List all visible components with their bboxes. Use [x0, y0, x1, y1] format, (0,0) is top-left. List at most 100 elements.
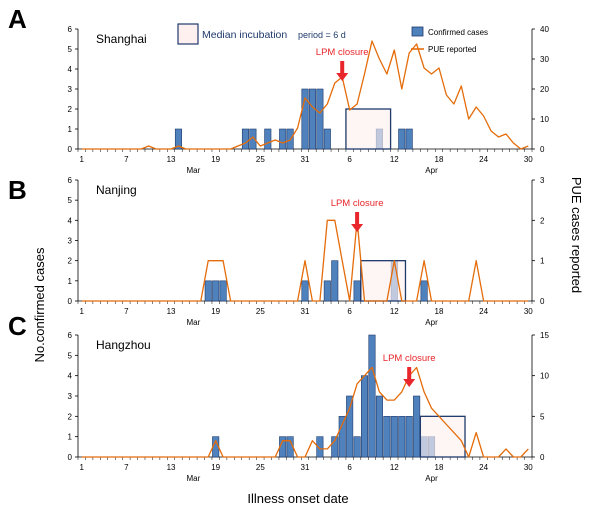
x-axis-label: Illness onset date: [247, 491, 348, 506]
y-left-tick-label: 0: [68, 145, 73, 154]
panel-letter-b: B: [8, 175, 27, 205]
x-tick-label: 1: [79, 463, 84, 472]
incubation-box: [345, 108, 392, 150]
y-right-tick-label: 5: [540, 412, 545, 421]
x-tick-label: 7: [124, 463, 129, 472]
y-left-tick-label: 1: [68, 125, 73, 134]
month-label: Apr: [425, 474, 438, 483]
y-right-tick-label: 0: [540, 453, 545, 462]
y-left-axis-label: No.confirmed cases: [32, 247, 47, 362]
bar-confirmed-cases: [331, 260, 339, 302]
line-pue-reported: [81, 366, 529, 458]
y-right-tick-label: 40: [540, 25, 549, 34]
x-tick-label: 12: [390, 463, 399, 472]
bar-confirmed-cases: [323, 280, 331, 302]
bar-confirmed-cases: [338, 416, 346, 458]
bar-confirmed-cases: [204, 280, 212, 302]
legend-bar-swatch: [411, 26, 424, 37]
x-tick-label: 6: [347, 307, 352, 316]
x-tick-label: 6: [347, 463, 352, 472]
x-tick-label: 19: [211, 155, 220, 164]
x-tick-label: 24: [479, 155, 488, 164]
x-tick-label: 30: [524, 307, 533, 316]
x-tick-label: 30: [524, 155, 533, 164]
line-pue-reported: [81, 219, 529, 302]
x-tick-label: 31: [301, 463, 310, 472]
y-right-tick-label: 30: [540, 55, 549, 64]
bar-confirmed-cases: [212, 280, 220, 302]
y-left-tick-label: 2: [68, 257, 73, 266]
y-left-tick-label: 2: [68, 105, 73, 114]
y-left-tick-label: 5: [68, 351, 73, 360]
bar-confirmed-cases: [316, 436, 324, 458]
x-tick-label: 25: [256, 307, 265, 316]
bar-confirmed-cases: [375, 395, 383, 458]
incubation-box: [360, 260, 407, 302]
y-right-tick-label: 10: [540, 115, 549, 124]
y-right-tick-label: 20: [540, 85, 549, 94]
bar-confirmed-cases: [413, 395, 421, 458]
bar-confirmed-cases: [331, 436, 339, 458]
month-label: Mar: [186, 318, 200, 327]
y-right-tick-label: 1: [540, 257, 545, 266]
bar-confirmed-cases: [301, 88, 309, 150]
bar-confirmed-cases: [346, 395, 354, 458]
month-label: Mar: [186, 474, 200, 483]
x-tick-label: 18: [435, 155, 444, 164]
bar-confirmed-cases: [398, 416, 406, 458]
x-tick-label: 30: [524, 463, 533, 472]
bar-confirmed-cases: [353, 280, 361, 302]
y-left-tick-label: 0: [68, 453, 73, 462]
panel-letter-c: C: [8, 311, 27, 341]
x-tick-label: 1: [79, 155, 84, 164]
lpm-closure-arrow-head: [351, 224, 364, 232]
legend-line-label: PUE reported: [428, 45, 476, 54]
line-pue-reported: [81, 40, 529, 150]
y-left-tick-label: 5: [68, 196, 73, 205]
month-label: Apr: [425, 318, 438, 327]
y-left-tick-label: 3: [68, 85, 73, 94]
x-tick-label: 19: [211, 463, 220, 472]
x-tick-label: 24: [479, 463, 488, 472]
x-tick-label: 13: [167, 155, 176, 164]
y-left-tick-label: 0: [68, 297, 73, 306]
x-tick-label: 12: [390, 155, 399, 164]
lpm-closure-label: LPM closure: [383, 353, 436, 364]
incubation-label: Median incubation: [202, 29, 287, 41]
y-right-tick-label: 0: [540, 145, 545, 154]
x-tick-label: 7: [124, 155, 129, 164]
lpm-closure-label: LPM closure: [316, 47, 369, 58]
bar-confirmed-cases: [279, 128, 287, 150]
y-left-tick-label: 6: [68, 25, 73, 34]
bar-confirmed-cases: [405, 416, 413, 458]
bar-confirmed-cases: [398, 128, 406, 150]
bar-confirmed-cases: [308, 88, 316, 150]
incubation-period: period = 6 d: [298, 30, 346, 40]
bar-confirmed-cases: [241, 128, 249, 150]
bar-confirmed-cases: [420, 280, 428, 302]
y-left-tick-label: 3: [68, 392, 73, 401]
x-tick-label: 6: [347, 155, 352, 164]
panel-letter-a: A: [8, 4, 27, 34]
x-tick-label: 13: [167, 463, 176, 472]
x-tick-label: 18: [435, 463, 444, 472]
month-label: Apr: [425, 166, 438, 175]
x-tick-label: 1: [79, 307, 84, 316]
x-tick-label: 25: [256, 463, 265, 472]
bar-confirmed-cases: [174, 128, 182, 150]
x-tick-label: 18: [435, 307, 444, 316]
bar-confirmed-cases: [316, 88, 324, 150]
x-tick-label: 7: [124, 307, 129, 316]
y-left-tick-label: 1: [68, 433, 73, 442]
bar-confirmed-cases: [361, 375, 369, 458]
bar-confirmed-cases: [383, 416, 391, 458]
y-left-tick-label: 4: [68, 65, 73, 74]
y-left-tick-label: 5: [68, 45, 73, 54]
legend: Confirmed cases PUE reported: [411, 26, 488, 54]
bar-confirmed-cases: [323, 128, 331, 150]
bar-confirmed-cases: [353, 436, 361, 458]
